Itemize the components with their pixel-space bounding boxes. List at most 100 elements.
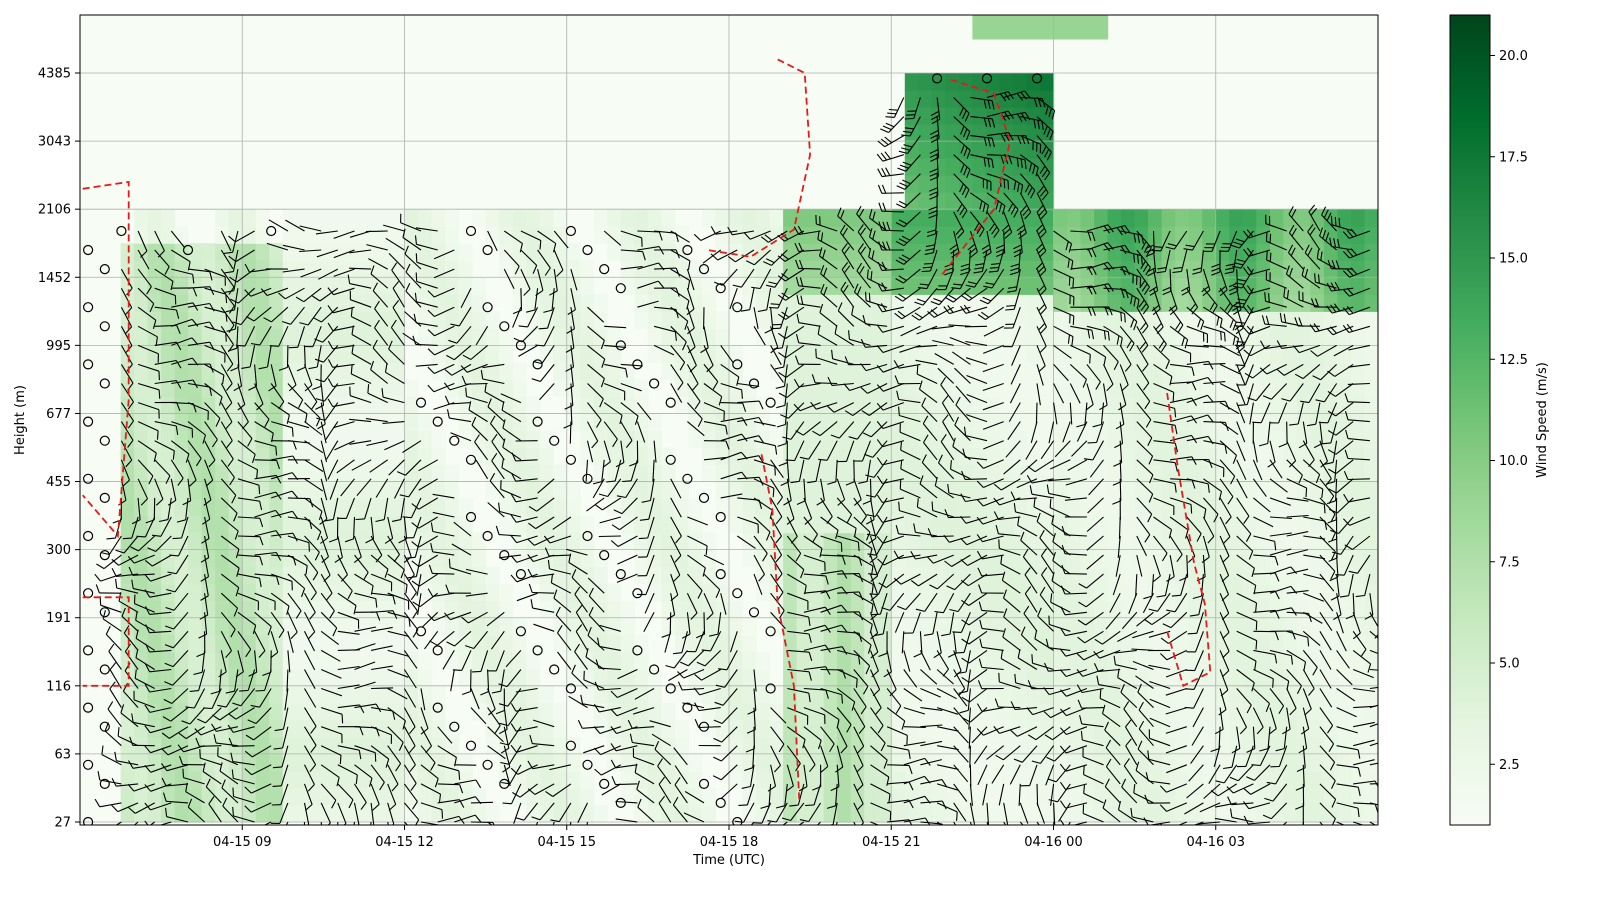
heatmap-cell <box>566 753 581 772</box>
heatmap-cell <box>1188 447 1203 466</box>
heatmap-cell <box>837 345 852 363</box>
heatmap-cell <box>391 532 406 551</box>
heatmap-cell <box>918 277 933 295</box>
heatmap-cell <box>512 396 527 414</box>
heatmap-cell <box>242 379 257 397</box>
heatmap-cell <box>985 481 1000 500</box>
heatmap-cell <box>1080 413 1095 432</box>
heatmap-cell <box>161 243 176 261</box>
heatmap-cell <box>1053 498 1068 517</box>
heatmap-cell <box>1283 634 1298 653</box>
heatmap-cell <box>810 311 825 329</box>
heatmap-cell <box>431 788 446 806</box>
heatmap-cell <box>850 736 865 755</box>
heatmap-cell <box>512 702 527 721</box>
heatmap-cell <box>1310 685 1325 704</box>
heatmap-cell <box>161 532 176 551</box>
heatmap-cell <box>688 413 703 432</box>
heatmap-cell <box>309 634 324 653</box>
heatmap-cell <box>1296 379 1311 397</box>
heatmap-cell <box>323 328 338 346</box>
heatmap-cell <box>1296 396 1311 414</box>
heatmap-cell <box>174 328 189 346</box>
heatmap-cell <box>336 617 351 636</box>
heatmap-cell <box>404 634 419 653</box>
heatmap-cell <box>958 430 973 449</box>
heatmap-cell <box>864 294 879 312</box>
heatmap-cell <box>391 464 406 483</box>
heatmap-cell <box>228 566 243 585</box>
heatmap-cell <box>593 345 608 363</box>
heatmap-cell <box>363 328 378 346</box>
heatmap-cell <box>445 277 460 295</box>
heatmap-cell <box>864 668 879 687</box>
heatmap-cell <box>1148 345 1163 363</box>
heatmap-cell <box>336 209 351 227</box>
heatmap-cell <box>1107 345 1122 363</box>
heatmap-cell <box>147 788 162 806</box>
heatmap-cell <box>526 668 541 687</box>
heatmap-cell <box>647 328 662 346</box>
heatmap-cell <box>201 379 216 397</box>
heatmap-cell <box>336 260 351 278</box>
heatmap-cell <box>188 481 203 500</box>
heatmap-cell <box>1026 15 1041 23</box>
heatmap-cell <box>377 362 392 380</box>
heatmap-cell <box>823 328 838 346</box>
heatmap-cell <box>418 260 433 278</box>
heatmap-cell <box>769 209 784 227</box>
wind-barb-feather <box>538 327 548 330</box>
wind-barb-feather <box>182 768 185 778</box>
heatmap-cell <box>634 277 649 295</box>
heatmap-cell <box>1053 311 1068 329</box>
heatmap-cell <box>147 805 162 823</box>
heatmap-cell <box>309 243 324 261</box>
heatmap-cell <box>783 515 798 534</box>
heatmap-cell <box>215 736 230 755</box>
heatmap-cell <box>891 736 906 755</box>
heatmap-cell <box>810 668 825 687</box>
heatmap-cell <box>472 566 487 585</box>
heatmap-cell <box>1067 379 1082 397</box>
heatmap-cell <box>837 362 852 380</box>
wind-barb-shaft <box>237 535 260 538</box>
heatmap-cell <box>985 396 1000 414</box>
heatmap-cell <box>1080 702 1095 721</box>
heatmap-cell <box>377 447 392 466</box>
heatmap-cell <box>1202 345 1217 363</box>
heatmap-cell <box>1229 583 1244 602</box>
heatmap-cell <box>1107 770 1122 789</box>
heatmap-cell <box>120 583 135 602</box>
heatmap-cell <box>904 464 919 483</box>
wind-barb-feather <box>296 844 305 847</box>
heatmap-cell <box>1012 430 1027 449</box>
heatmap-cell <box>336 788 351 806</box>
heatmap-cell <box>566 413 581 432</box>
heatmap-cell <box>1053 226 1068 244</box>
heatmap-cell <box>147 481 162 500</box>
heatmap-cell <box>688 532 703 551</box>
heatmap-cell <box>242 770 257 789</box>
heatmap-cell <box>363 549 378 568</box>
heatmap-cell <box>485 617 500 636</box>
heatmap-cell <box>1053 260 1068 278</box>
heatmap-cell <box>796 328 811 346</box>
heatmap-cell <box>1067 566 1082 585</box>
heatmap-cell <box>1229 532 1244 551</box>
heatmap-cell <box>729 413 744 432</box>
heatmap-cell <box>931 753 946 772</box>
heatmap-cell <box>837 805 852 823</box>
heatmap-cell <box>485 736 500 755</box>
heatmap-cell <box>1026 702 1041 721</box>
heatmap-cell <box>783 651 798 670</box>
heatmap-cell <box>201 260 216 278</box>
heatmap-cell <box>864 788 879 806</box>
heatmap-cell <box>1202 209 1217 227</box>
heatmap-cell <box>485 634 500 653</box>
heatmap-cell <box>255 719 270 738</box>
heatmap-cell <box>837 651 852 670</box>
heatmap-cell <box>391 770 406 789</box>
heatmap-cell <box>215 260 230 278</box>
heatmap-cell <box>891 788 906 806</box>
heatmap-cell <box>985 651 1000 670</box>
